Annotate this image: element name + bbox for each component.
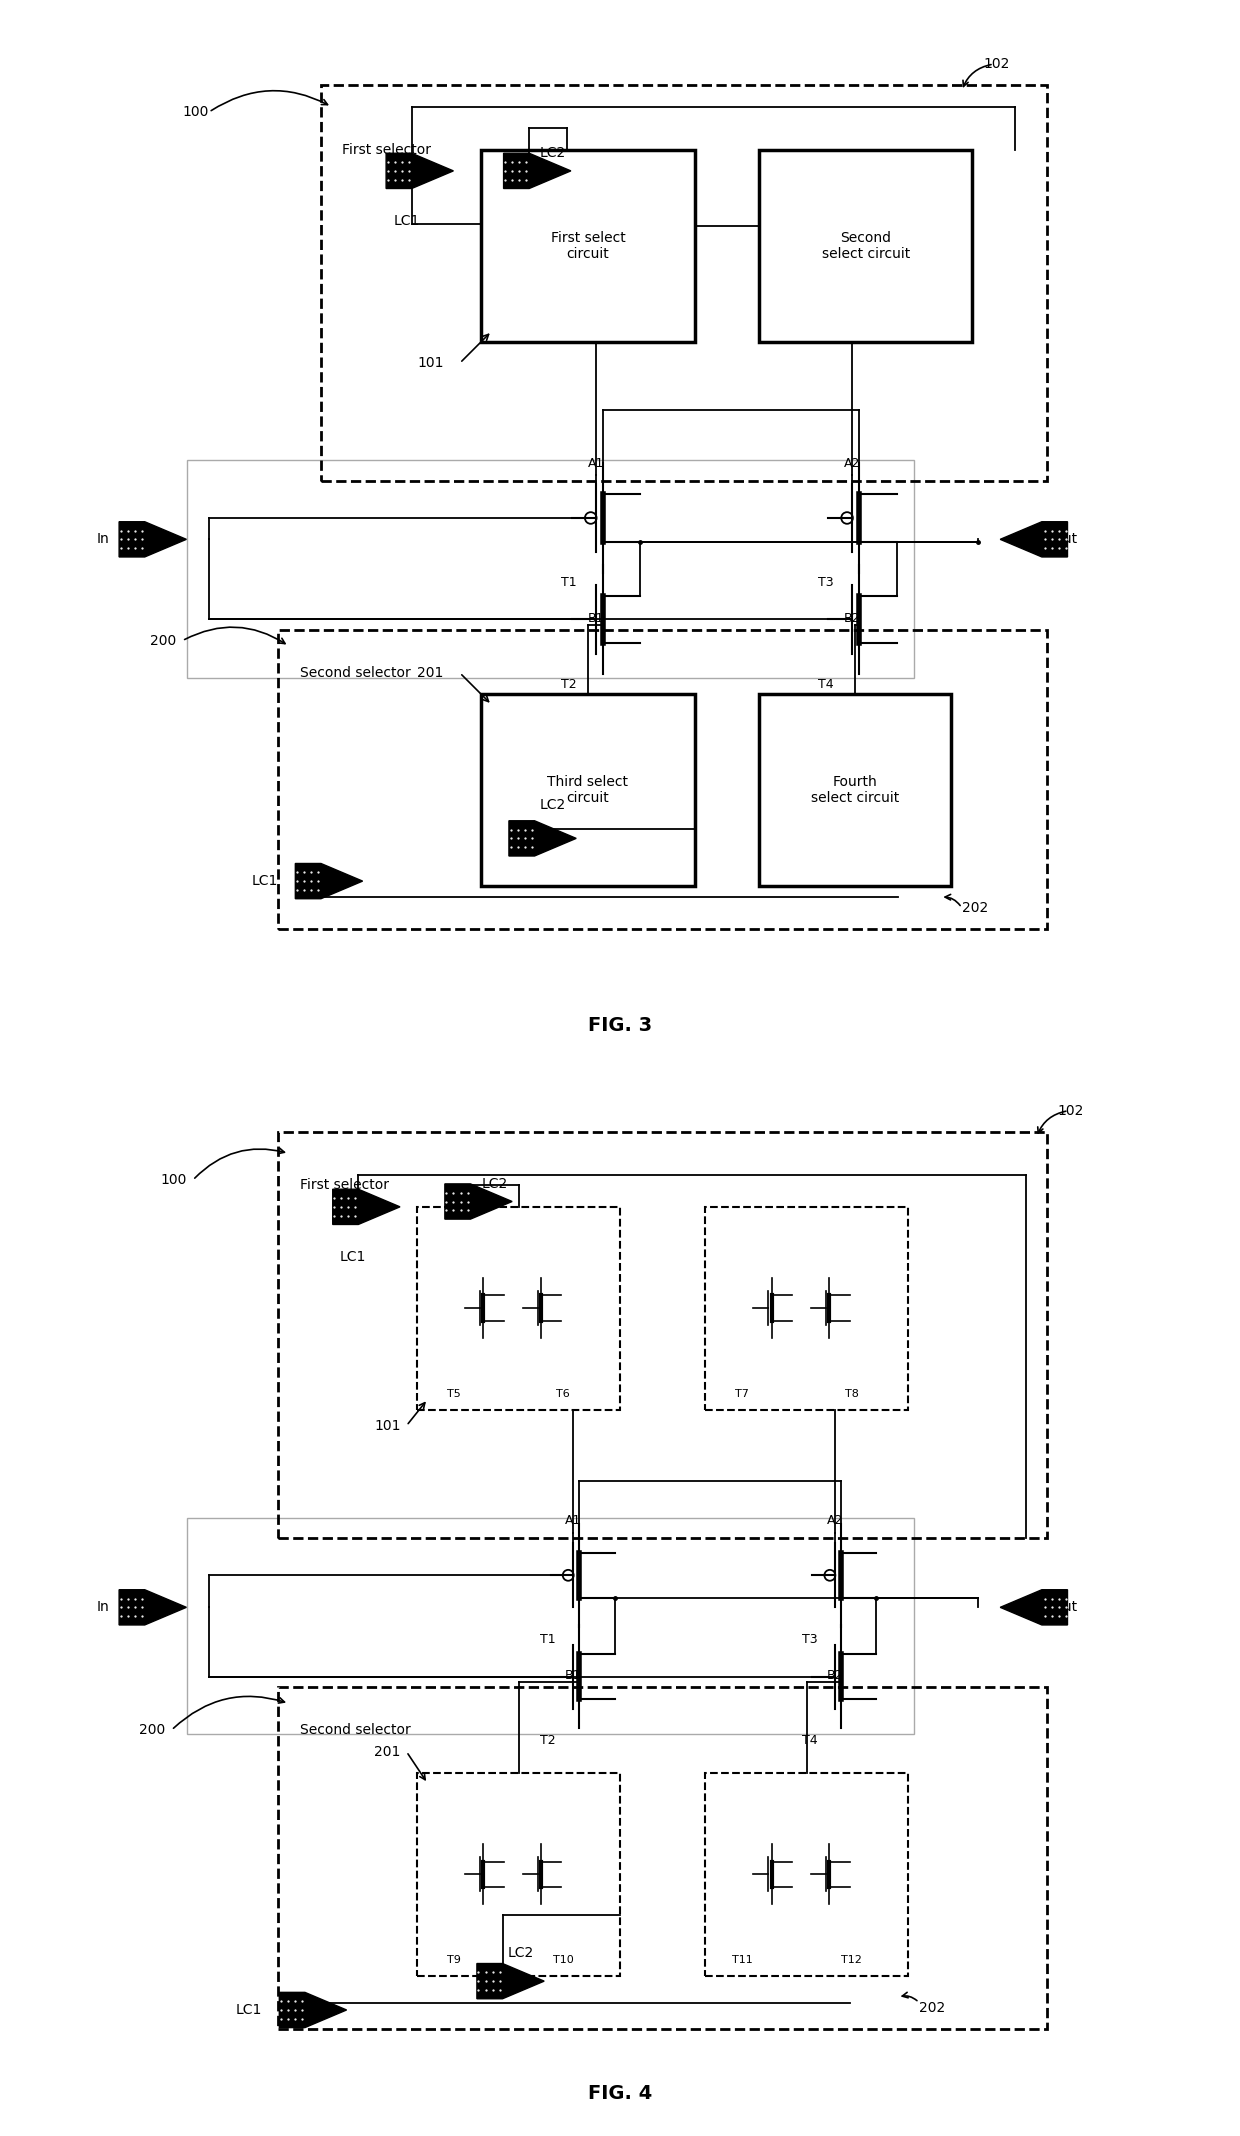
Text: LC2: LC2 xyxy=(539,145,567,160)
Text: LC1: LC1 xyxy=(236,2004,262,2016)
Text: 102: 102 xyxy=(1058,1104,1084,1117)
Text: Out: Out xyxy=(1053,532,1078,547)
Text: T3: T3 xyxy=(817,577,833,590)
Text: 201: 201 xyxy=(417,666,444,679)
Text: T7: T7 xyxy=(735,1388,749,1399)
Text: B1: B1 xyxy=(564,1668,582,1683)
Text: Second selector: Second selector xyxy=(300,1724,410,1737)
Text: A1: A1 xyxy=(565,1514,582,1527)
Text: 102: 102 xyxy=(983,58,1009,70)
Polygon shape xyxy=(445,1183,512,1220)
Text: T1: T1 xyxy=(562,577,577,590)
Bar xyxy=(187,459,914,677)
Text: T10: T10 xyxy=(553,1954,574,1965)
Text: LC1: LC1 xyxy=(393,214,419,229)
Text: Out: Out xyxy=(1053,1600,1078,1615)
Text: T11: T11 xyxy=(732,1954,753,1965)
Text: LC2: LC2 xyxy=(508,1946,534,1961)
Bar xyxy=(321,85,1048,481)
Text: FIG. 4: FIG. 4 xyxy=(588,2085,652,2102)
Text: T1: T1 xyxy=(539,1632,556,1647)
Bar xyxy=(417,1207,620,1410)
Bar xyxy=(417,1773,620,1976)
Polygon shape xyxy=(503,154,570,188)
Text: 202: 202 xyxy=(962,901,988,914)
Text: Fourth
select circuit: Fourth select circuit xyxy=(811,775,899,805)
Text: Second
select circuit: Second select circuit xyxy=(822,231,910,261)
Bar xyxy=(278,1132,1048,1538)
Bar xyxy=(759,150,972,342)
Text: B1: B1 xyxy=(588,611,604,624)
Polygon shape xyxy=(119,521,186,557)
Text: LC1: LC1 xyxy=(252,874,278,889)
Text: 202: 202 xyxy=(919,2001,945,2014)
Text: T4: T4 xyxy=(817,677,833,690)
Bar xyxy=(481,694,694,886)
Polygon shape xyxy=(332,1190,401,1224)
Text: 200: 200 xyxy=(150,634,176,647)
Text: 200: 200 xyxy=(139,1724,166,1737)
Text: B2: B2 xyxy=(826,1668,843,1683)
Text: T5: T5 xyxy=(446,1388,460,1399)
Text: In: In xyxy=(97,532,109,547)
Text: LC2: LC2 xyxy=(539,797,567,812)
Polygon shape xyxy=(1001,521,1068,557)
Polygon shape xyxy=(295,863,362,899)
Text: T2: T2 xyxy=(539,1734,556,1747)
Polygon shape xyxy=(279,1993,347,2027)
Polygon shape xyxy=(508,820,577,857)
Text: LC2: LC2 xyxy=(481,1177,507,1190)
Polygon shape xyxy=(386,154,454,188)
Polygon shape xyxy=(477,1963,544,1999)
Text: T6: T6 xyxy=(557,1388,570,1399)
Text: First select
circuit: First select circuit xyxy=(551,231,625,261)
Bar xyxy=(481,150,694,342)
Text: T2: T2 xyxy=(562,677,577,690)
Bar xyxy=(278,1687,1048,2029)
Text: 201: 201 xyxy=(374,1745,401,1758)
Text: First selector: First selector xyxy=(342,143,432,156)
Text: Third select
circuit: Third select circuit xyxy=(547,775,629,805)
Text: Second selector: Second selector xyxy=(300,666,410,679)
Text: LC1: LC1 xyxy=(340,1250,366,1265)
Text: 100: 100 xyxy=(161,1173,187,1188)
Text: 100: 100 xyxy=(182,105,208,120)
Polygon shape xyxy=(1001,1589,1068,1625)
Text: A2: A2 xyxy=(827,1514,843,1527)
Text: T8: T8 xyxy=(844,1388,858,1399)
Text: A2: A2 xyxy=(844,457,861,470)
Text: B2: B2 xyxy=(844,611,861,624)
Bar xyxy=(759,694,951,886)
Text: T9: T9 xyxy=(446,1954,460,1965)
Bar xyxy=(706,1773,909,1976)
Text: 101: 101 xyxy=(417,357,444,370)
Text: FIG. 3: FIG. 3 xyxy=(588,1017,652,1034)
Text: In: In xyxy=(97,1600,109,1615)
Text: 101: 101 xyxy=(374,1418,401,1433)
Bar xyxy=(278,630,1048,929)
Bar xyxy=(187,1517,914,1734)
Bar xyxy=(706,1207,909,1410)
Text: T4: T4 xyxy=(801,1734,817,1747)
Text: T3: T3 xyxy=(801,1632,817,1647)
Text: T12: T12 xyxy=(841,1954,862,1965)
Text: A1: A1 xyxy=(588,457,604,470)
Text: First selector: First selector xyxy=(300,1179,388,1192)
Polygon shape xyxy=(119,1589,186,1625)
